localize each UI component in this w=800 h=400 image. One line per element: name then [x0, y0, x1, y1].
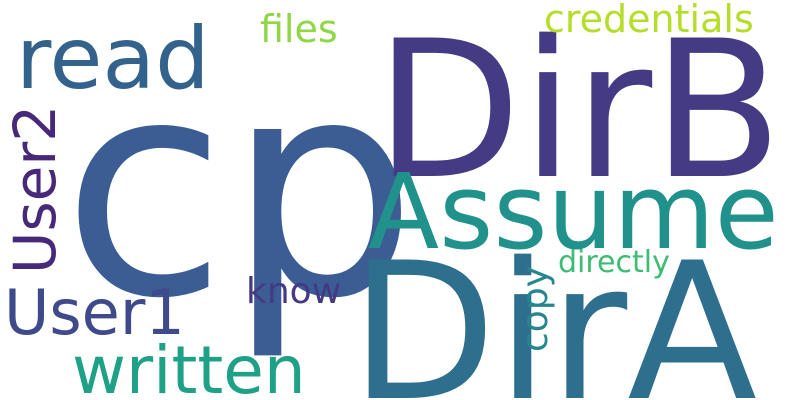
- word-written: written: [72, 332, 306, 400]
- word-read: read: [16, 9, 210, 109]
- word-dira: DirA: [350, 222, 758, 400]
- word-cp: cp: [62, 15, 418, 364]
- word-copy: copy: [515, 266, 556, 352]
- word-know: know: [246, 271, 342, 312]
- word-files: files: [260, 7, 338, 51]
- word-credentials: credentials: [544, 0, 754, 41]
- word-dirb: DirB: [375, 0, 783, 221]
- word-user2: User2: [1, 104, 69, 274]
- word-assume: Assume: [368, 151, 779, 273]
- word-user1: User1: [4, 276, 185, 349]
- word-directly: directly: [558, 245, 670, 280]
